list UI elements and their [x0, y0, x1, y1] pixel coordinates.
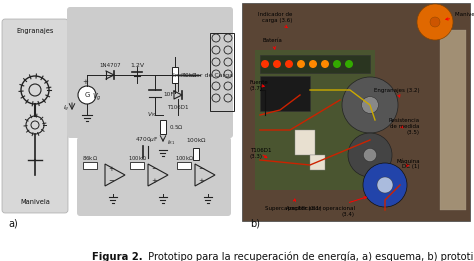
Bar — [242, 3, 470, 221]
Circle shape — [364, 149, 377, 162]
Text: T106D1: T106D1 — [167, 105, 189, 110]
Text: +: + — [198, 178, 204, 184]
FancyBboxPatch shape — [2, 19, 68, 213]
Text: 10F: 10F — [163, 92, 174, 98]
Circle shape — [363, 163, 407, 207]
Circle shape — [273, 60, 281, 68]
Text: Engranajes: Engranajes — [16, 28, 54, 34]
Circle shape — [430, 17, 440, 27]
Text: Supercapacitor (3.1): Supercapacitor (3.1) — [265, 199, 321, 211]
Text: G: G — [84, 92, 90, 98]
Text: Batería: Batería — [263, 38, 283, 49]
Bar — [160, 120, 166, 134]
Text: 100k$\Omega$: 100k$\Omega$ — [174, 154, 193, 162]
Text: 100k$\Omega$: 100k$\Omega$ — [128, 154, 146, 162]
Text: 86k$\Omega$: 86k$\Omega$ — [82, 154, 98, 162]
Bar — [172, 67, 178, 83]
Bar — [193, 148, 199, 160]
Text: +: + — [151, 178, 157, 184]
Text: Máquina
DC (1): Máquina DC (1) — [396, 158, 420, 169]
Text: Indicador de Carga: Indicador de Carga — [173, 73, 233, 78]
Text: −: − — [198, 166, 204, 172]
Bar — [260, 55, 370, 73]
FancyBboxPatch shape — [67, 7, 233, 138]
Circle shape — [309, 60, 317, 68]
Circle shape — [321, 60, 329, 68]
Text: $I_{R1}$: $I_{R1}$ — [167, 139, 175, 147]
Circle shape — [261, 60, 269, 68]
Text: −: − — [151, 166, 157, 172]
Text: Prototipo para la recuperación de energía, a) esquema, b) prototipo.: Prototipo para la recuperación de energí… — [145, 252, 474, 261]
Circle shape — [377, 177, 393, 193]
Text: 1.2V: 1.2V — [130, 63, 144, 68]
Circle shape — [78, 86, 96, 104]
FancyBboxPatch shape — [77, 137, 231, 216]
Text: a): a) — [8, 218, 18, 228]
Text: Fuente
(3.7): Fuente (3.7) — [250, 80, 269, 91]
Circle shape — [348, 133, 392, 177]
Text: Manivela (1.1): Manivela (1.1) — [446, 12, 474, 20]
Text: Amplificador operacional
(3.4): Amplificador operacional (3.4) — [286, 197, 366, 217]
Text: 40k$\Omega$: 40k$\Omega$ — [181, 71, 198, 79]
Text: $V_{R1}$: $V_{R1}$ — [147, 111, 158, 120]
Text: −: − — [108, 178, 114, 184]
Circle shape — [297, 60, 305, 68]
Bar — [83, 162, 97, 169]
Circle shape — [342, 77, 398, 133]
Text: Manivela: Manivela — [20, 199, 50, 205]
Text: 1N4707: 1N4707 — [99, 63, 121, 68]
Circle shape — [285, 60, 293, 68]
Circle shape — [417, 4, 453, 40]
Bar — [3, 3, 239, 221]
Text: b): b) — [250, 218, 260, 228]
Bar — [440, 30, 466, 210]
Text: 100k$\Omega$: 100k$\Omega$ — [186, 136, 206, 144]
Text: 4700$\mu$F: 4700$\mu$F — [135, 135, 159, 144]
Text: Engranajes (3.2): Engranajes (3.2) — [374, 88, 420, 97]
Bar — [295, 130, 315, 155]
Text: +: + — [82, 79, 88, 85]
Text: $V_g$: $V_g$ — [92, 91, 102, 103]
Bar — [260, 76, 310, 111]
Bar — [130, 162, 144, 169]
Text: Figura 2.: Figura 2. — [92, 252, 143, 261]
Circle shape — [345, 60, 353, 68]
Bar — [255, 50, 375, 190]
Text: 0.5$\Omega$: 0.5$\Omega$ — [169, 123, 184, 131]
Text: Resistencia
de medida
(3.5): Resistencia de medida (3.5) — [389, 118, 420, 135]
Circle shape — [362, 97, 378, 113]
Bar — [210, 33, 234, 111]
Text: T106D1
(3.3): T106D1 (3.3) — [250, 148, 272, 159]
Text: $I_g$: $I_g$ — [63, 104, 69, 114]
Bar — [177, 162, 191, 169]
Text: Indicador de
carga (3.6): Indicador de carga (3.6) — [258, 12, 292, 28]
Bar — [310, 155, 325, 170]
Text: +: + — [108, 166, 114, 172]
Circle shape — [333, 60, 341, 68]
